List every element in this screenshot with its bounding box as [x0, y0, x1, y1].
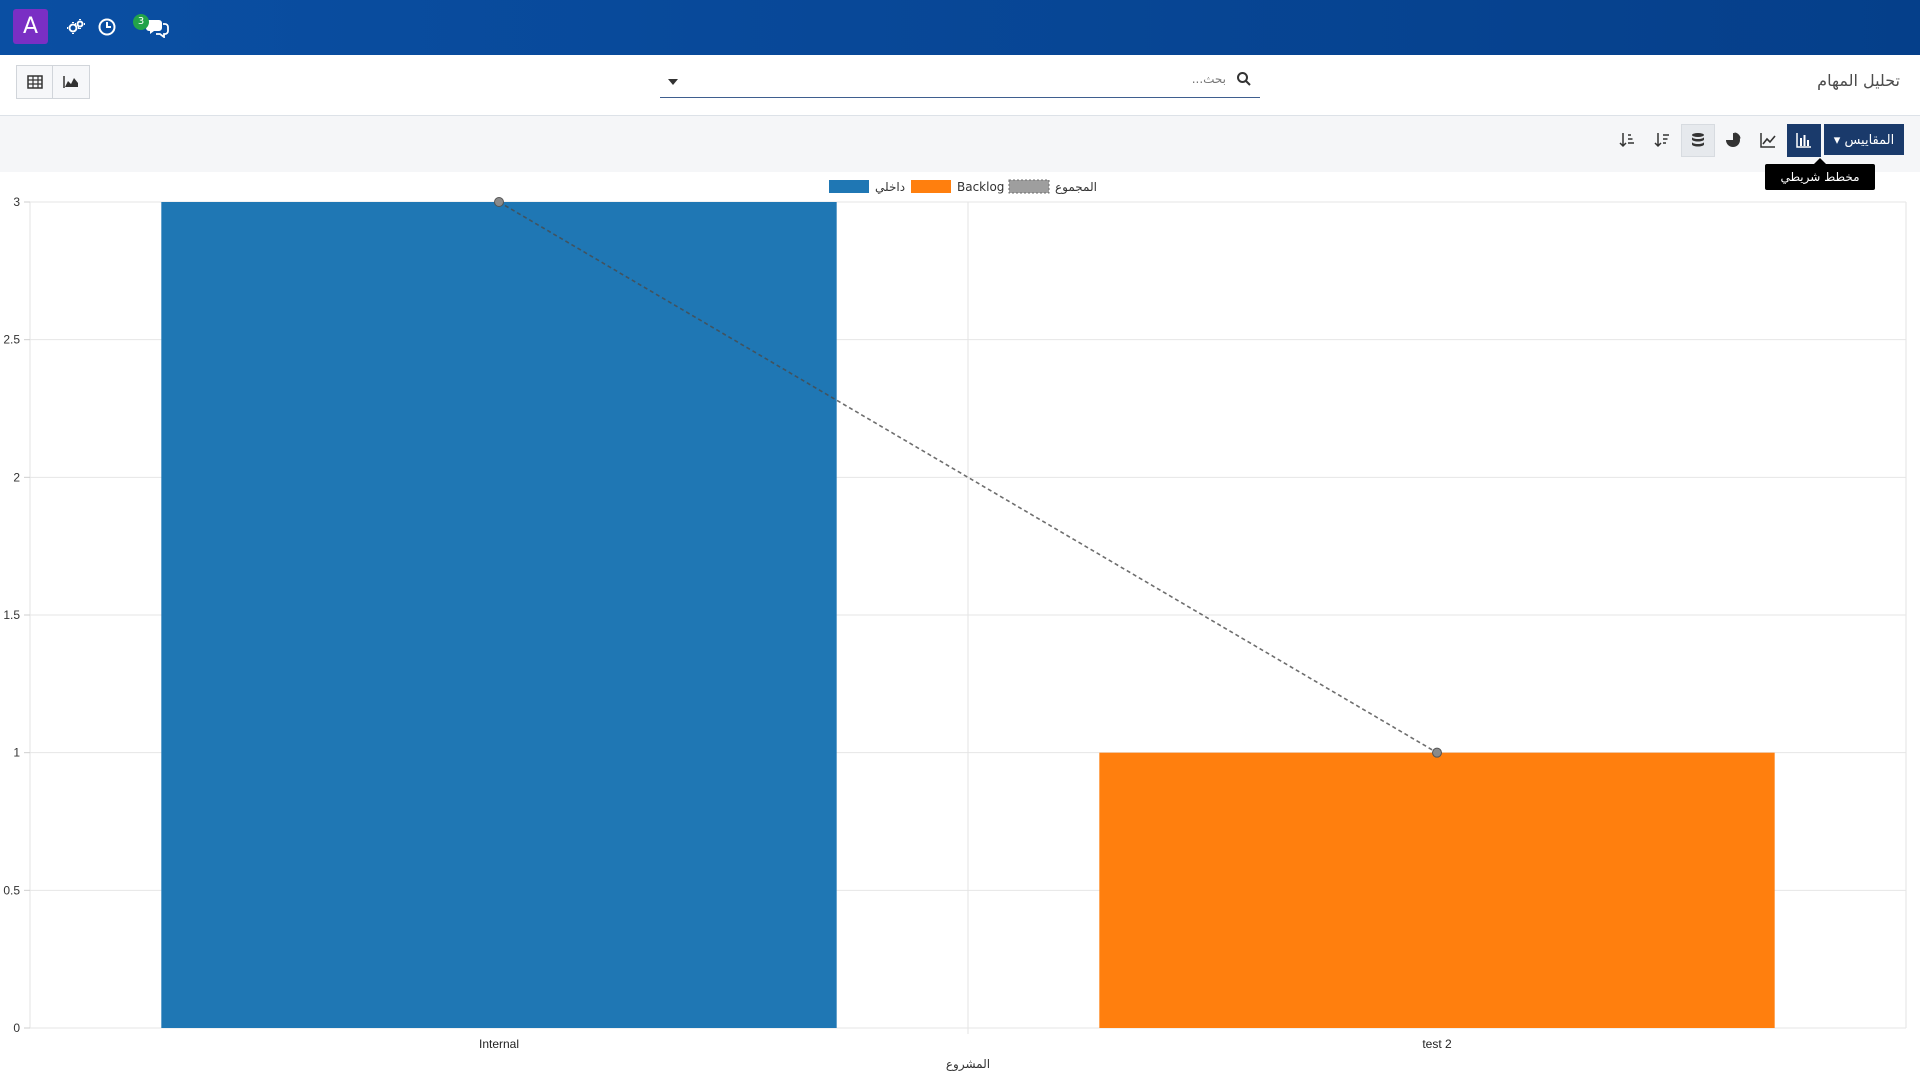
- cumulative-point: [1432, 747, 1442, 758]
- sort-descending-icon: [1654, 133, 1669, 148]
- bar-chart-tooltip: مخطط شريطي: [1765, 158, 1875, 190]
- pie-chart-icon: [1726, 132, 1741, 147]
- stacked-button[interactable]: [1681, 124, 1715, 157]
- table-view-button[interactable]: [16, 65, 54, 99]
- measures-label: المقاييس: [1844, 133, 1895, 148]
- legend-label: داخلي: [875, 180, 905, 194]
- debug-gears-icon[interactable]: [66, 17, 86, 37]
- page-title: تحليل المهام: [1817, 71, 1900, 90]
- bar-chart-icon: [1796, 133, 1811, 148]
- search-icon: [1237, 72, 1251, 86]
- legend-label: المجموع: [1055, 180, 1097, 195]
- graph-toolbar: ▾ المقاييس: [0, 116, 1920, 172]
- y-tick-label: 1: [13, 746, 20, 760]
- x-axis-title: المشروع: [946, 1057, 990, 1072]
- bar-chart: 0 0.5 1 1.5 2 2.5 3 Internal test 2 المشروع داخلي B…: [3, 179, 1907, 1072]
- pie-chart-button[interactable]: [1716, 124, 1750, 157]
- cumulative-point: [494, 197, 504, 207]
- control-panel: تحليل المهام: [0, 55, 1920, 116]
- chart-legend: داخلي Backlog المجموع: [829, 179, 1097, 195]
- table-icon: [27, 75, 43, 89]
- bar-chart-button[interactable]: [1787, 124, 1821, 157]
- clock-icon[interactable]: [97, 17, 117, 37]
- line-chart-icon: [1760, 133, 1776, 148]
- area-chart-icon: [63, 76, 78, 88]
- caret-down-icon: ▾: [1833, 133, 1841, 148]
- search-options-toggle-icon[interactable]: [666, 75, 680, 89]
- notification-badge: 3: [133, 14, 149, 30]
- legend-swatch: [1008, 179, 1050, 194]
- database-stack-icon: [1692, 133, 1704, 147]
- bar: [1099, 752, 1775, 1028]
- sort-descending-button[interactable]: [1645, 124, 1679, 157]
- chat-icon[interactable]: [145, 16, 169, 38]
- y-tick-label: 0.5: [3, 883, 20, 897]
- sort-ascending-button[interactable]: [1610, 124, 1644, 157]
- search-input[interactable]: [804, 71, 1228, 87]
- y-tick-label: 1.5: [3, 608, 20, 622]
- bar: [161, 202, 837, 1028]
- legend-label: Backlog: [957, 180, 1004, 194]
- legend-swatch: [911, 180, 951, 193]
- graph-view-button[interactable]: [52, 65, 90, 99]
- y-tick-label: 3: [13, 195, 20, 209]
- x-tick-label: Internal: [479, 1037, 519, 1051]
- legend-swatch: [829, 180, 869, 193]
- x-tick-label: test 2: [1422, 1037, 1452, 1051]
- y-tick-label: 0: [13, 1021, 20, 1035]
- y-tick-label: 2.5: [3, 333, 20, 347]
- line-chart-button[interactable]: [1751, 124, 1785, 157]
- user-avatar[interactable]: A: [13, 9, 48, 44]
- y-tick-label: 2: [13, 470, 20, 484]
- sort-ascending-icon: [1619, 133, 1634, 148]
- top-navbar: A 3: [0, 0, 1920, 55]
- search-bar[interactable]: [660, 65, 1260, 98]
- measures-dropdown-button[interactable]: ▾ المقاييس: [1824, 124, 1904, 155]
- cumulative-line: [498, 201, 1438, 754]
